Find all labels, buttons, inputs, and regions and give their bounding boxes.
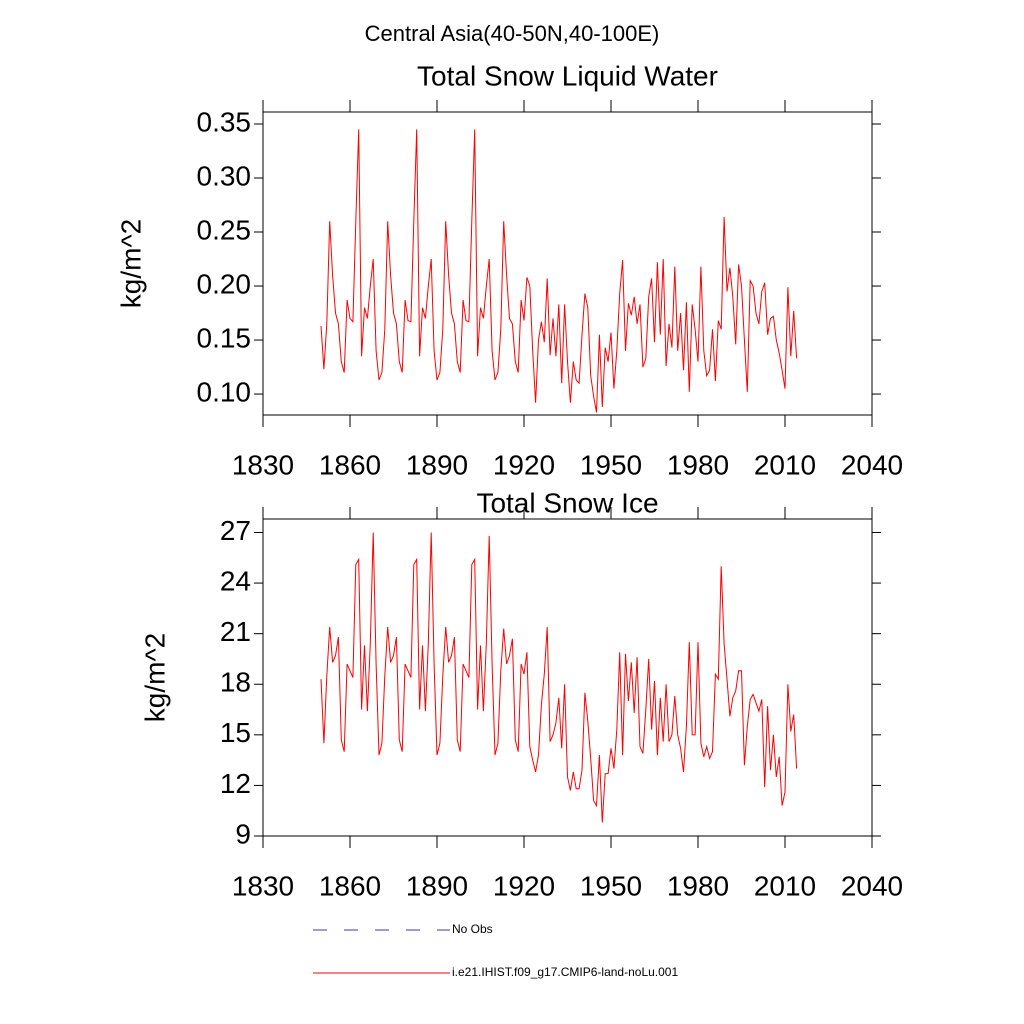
x-tick-label: 1830 (232, 449, 294, 480)
plot-frame (262, 518, 873, 837)
data-line (320, 129, 798, 413)
y-tick-label: 0.30 (197, 160, 252, 191)
y-tick-label: 0.20 (197, 268, 252, 299)
x-tick-label: 1980 (667, 449, 729, 480)
x-tick-label: 1860 (319, 870, 381, 901)
data-line (320, 532, 798, 823)
y-tick-label: 0.15 (197, 322, 252, 353)
plot-frame (262, 111, 873, 416)
chart-title: Total Snow Ice (476, 487, 658, 518)
x-tick-label: 2010 (754, 449, 816, 480)
y-tick-label: 24 (220, 565, 251, 596)
y-tick-label: 0.35 (197, 106, 252, 137)
x-tick-label: 1920 (493, 449, 555, 480)
x-tick-label: 1980 (667, 870, 729, 901)
legend-label: No Obs (452, 922, 493, 936)
page-title: Central Asia(40-50N,40-100E) (365, 21, 660, 46)
x-tick-label: 1890 (406, 449, 468, 480)
x-tick-label: 1860 (319, 449, 381, 480)
x-tick-label: 2010 (754, 870, 816, 901)
y-axis-label: kg/m^2 (139, 633, 170, 722)
y-axis-label: kg/m^2 (115, 219, 146, 308)
y-tick-label: 15 (220, 717, 251, 748)
y-tick-label: 12 (220, 768, 251, 799)
y-tick-label: 18 (220, 667, 251, 698)
x-tick-label: 1890 (406, 870, 468, 901)
y-tick-label: 27 (220, 515, 251, 546)
x-tick-label: 1950 (580, 449, 642, 480)
x-tick-label: 2040 (841, 449, 903, 480)
x-tick-label: 1950 (580, 870, 642, 901)
y-tick-label: 21 (220, 616, 251, 647)
y-tick-label: 9 (235, 818, 251, 849)
y-tick-label: 0.10 (197, 376, 252, 407)
legend-label: i.e21.IHIST.f09_g17.CMIP6-land-noLu.001 (452, 965, 678, 979)
x-tick-label: 1830 (232, 870, 294, 901)
x-tick-label: 1920 (493, 870, 555, 901)
y-tick-label: 0.25 (197, 214, 252, 245)
chart-title: Total Snow Liquid Water (417, 60, 718, 91)
x-tick-label: 2040 (841, 870, 903, 901)
